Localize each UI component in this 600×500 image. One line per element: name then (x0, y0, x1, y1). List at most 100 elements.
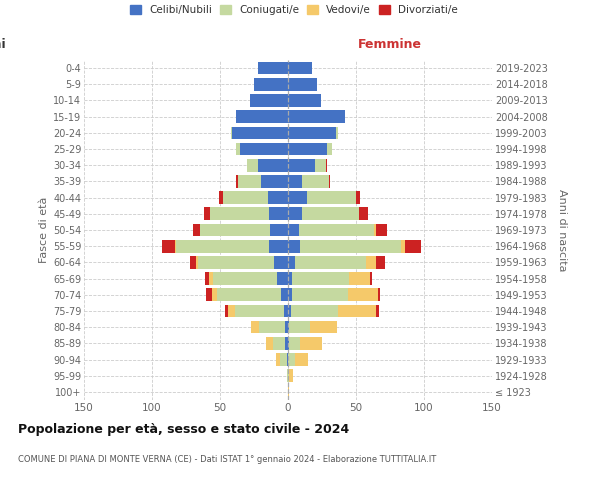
Bar (236, 175, 238, 188)
Bar (211, 208, 269, 220)
Bar (289, 337, 300, 349)
Bar (288, 78, 317, 90)
Bar (370, 272, 373, 285)
Bar (287, 353, 288, 366)
Bar (307, 192, 356, 204)
Bar (258, 159, 288, 172)
Bar (247, 159, 258, 172)
Bar (376, 304, 379, 318)
Bar (190, 256, 196, 268)
Bar (291, 304, 338, 318)
Y-axis label: Fasce di età: Fasce di età (38, 197, 49, 263)
Bar (266, 337, 273, 349)
Bar (405, 240, 421, 252)
Bar (288, 321, 289, 334)
Y-axis label: Anni di nascita: Anni di nascita (557, 188, 567, 271)
Bar (281, 288, 288, 301)
Bar (310, 321, 337, 334)
Bar (288, 175, 302, 188)
Bar (254, 78, 288, 90)
Bar (288, 110, 345, 123)
Bar (175, 240, 176, 252)
Bar (401, 240, 405, 252)
Bar (335, 126, 338, 139)
Bar (176, 240, 269, 252)
Bar (288, 256, 295, 268)
Bar (289, 370, 293, 382)
Bar (276, 353, 280, 366)
Bar (288, 272, 292, 285)
Bar (223, 192, 268, 204)
Bar (258, 62, 288, 74)
Text: Maschi: Maschi (0, 38, 7, 52)
Bar (302, 175, 329, 188)
Legend: Celibi/Nubili, Coniugati/e, Vedovi/e, Divorziati/e: Celibi/Nubili, Coniugati/e, Vedovi/e, Di… (130, 5, 458, 15)
Bar (231, 126, 232, 139)
Bar (378, 288, 380, 301)
Bar (374, 224, 376, 236)
Bar (250, 94, 288, 107)
Bar (287, 370, 288, 382)
Bar (288, 288, 292, 301)
Bar (295, 256, 365, 268)
Bar (288, 94, 320, 107)
Bar (292, 272, 349, 285)
Bar (295, 353, 308, 366)
Text: COMUNE DI PIANA DI MONTE VERNA (CE) - Dati ISTAT 1° gennaio 2024 - Elaborazione : COMUNE DI PIANA DI MONTE VERNA (CE) - Da… (18, 455, 436, 464)
Bar (217, 288, 281, 301)
Bar (288, 224, 299, 236)
Bar (161, 240, 175, 252)
Bar (205, 272, 209, 285)
Bar (259, 321, 285, 334)
Bar (193, 224, 200, 236)
Bar (288, 142, 328, 156)
Bar (288, 304, 291, 318)
Bar (196, 256, 198, 268)
Bar (299, 224, 374, 236)
Bar (261, 175, 288, 188)
Bar (226, 304, 228, 318)
Bar (300, 240, 401, 252)
Bar (288, 192, 307, 204)
Bar (277, 272, 288, 285)
Bar (269, 208, 288, 220)
Bar (209, 272, 213, 285)
Bar (365, 256, 376, 268)
Bar (269, 240, 288, 252)
Bar (356, 192, 360, 204)
Bar (213, 272, 277, 285)
Bar (271, 224, 288, 236)
Bar (376, 224, 387, 236)
Bar (338, 304, 376, 318)
Bar (300, 337, 322, 349)
Bar (206, 288, 212, 301)
Bar (232, 126, 288, 139)
Bar (288, 240, 300, 252)
Text: Femmine: Femmine (358, 38, 422, 52)
Bar (348, 288, 378, 301)
Bar (376, 256, 385, 268)
Bar (280, 353, 287, 366)
Bar (203, 208, 211, 220)
Bar (274, 256, 288, 268)
Bar (273, 337, 285, 349)
Bar (288, 337, 289, 349)
Bar (241, 142, 288, 156)
Bar (285, 321, 288, 334)
Bar (238, 175, 261, 188)
Text: Popolazione per età, sesso e stato civile - 2024: Popolazione per età, sesso e stato civil… (18, 422, 349, 436)
Bar (268, 192, 288, 204)
Bar (228, 304, 235, 318)
Bar (235, 304, 284, 318)
Bar (288, 386, 289, 398)
Bar (328, 142, 332, 156)
Bar (288, 208, 302, 220)
Bar (200, 224, 271, 236)
Bar (285, 337, 288, 349)
Bar (284, 304, 288, 318)
Bar (288, 353, 295, 366)
Bar (251, 321, 259, 334)
Bar (218, 192, 223, 204)
Bar (212, 288, 217, 301)
Bar (288, 62, 313, 74)
